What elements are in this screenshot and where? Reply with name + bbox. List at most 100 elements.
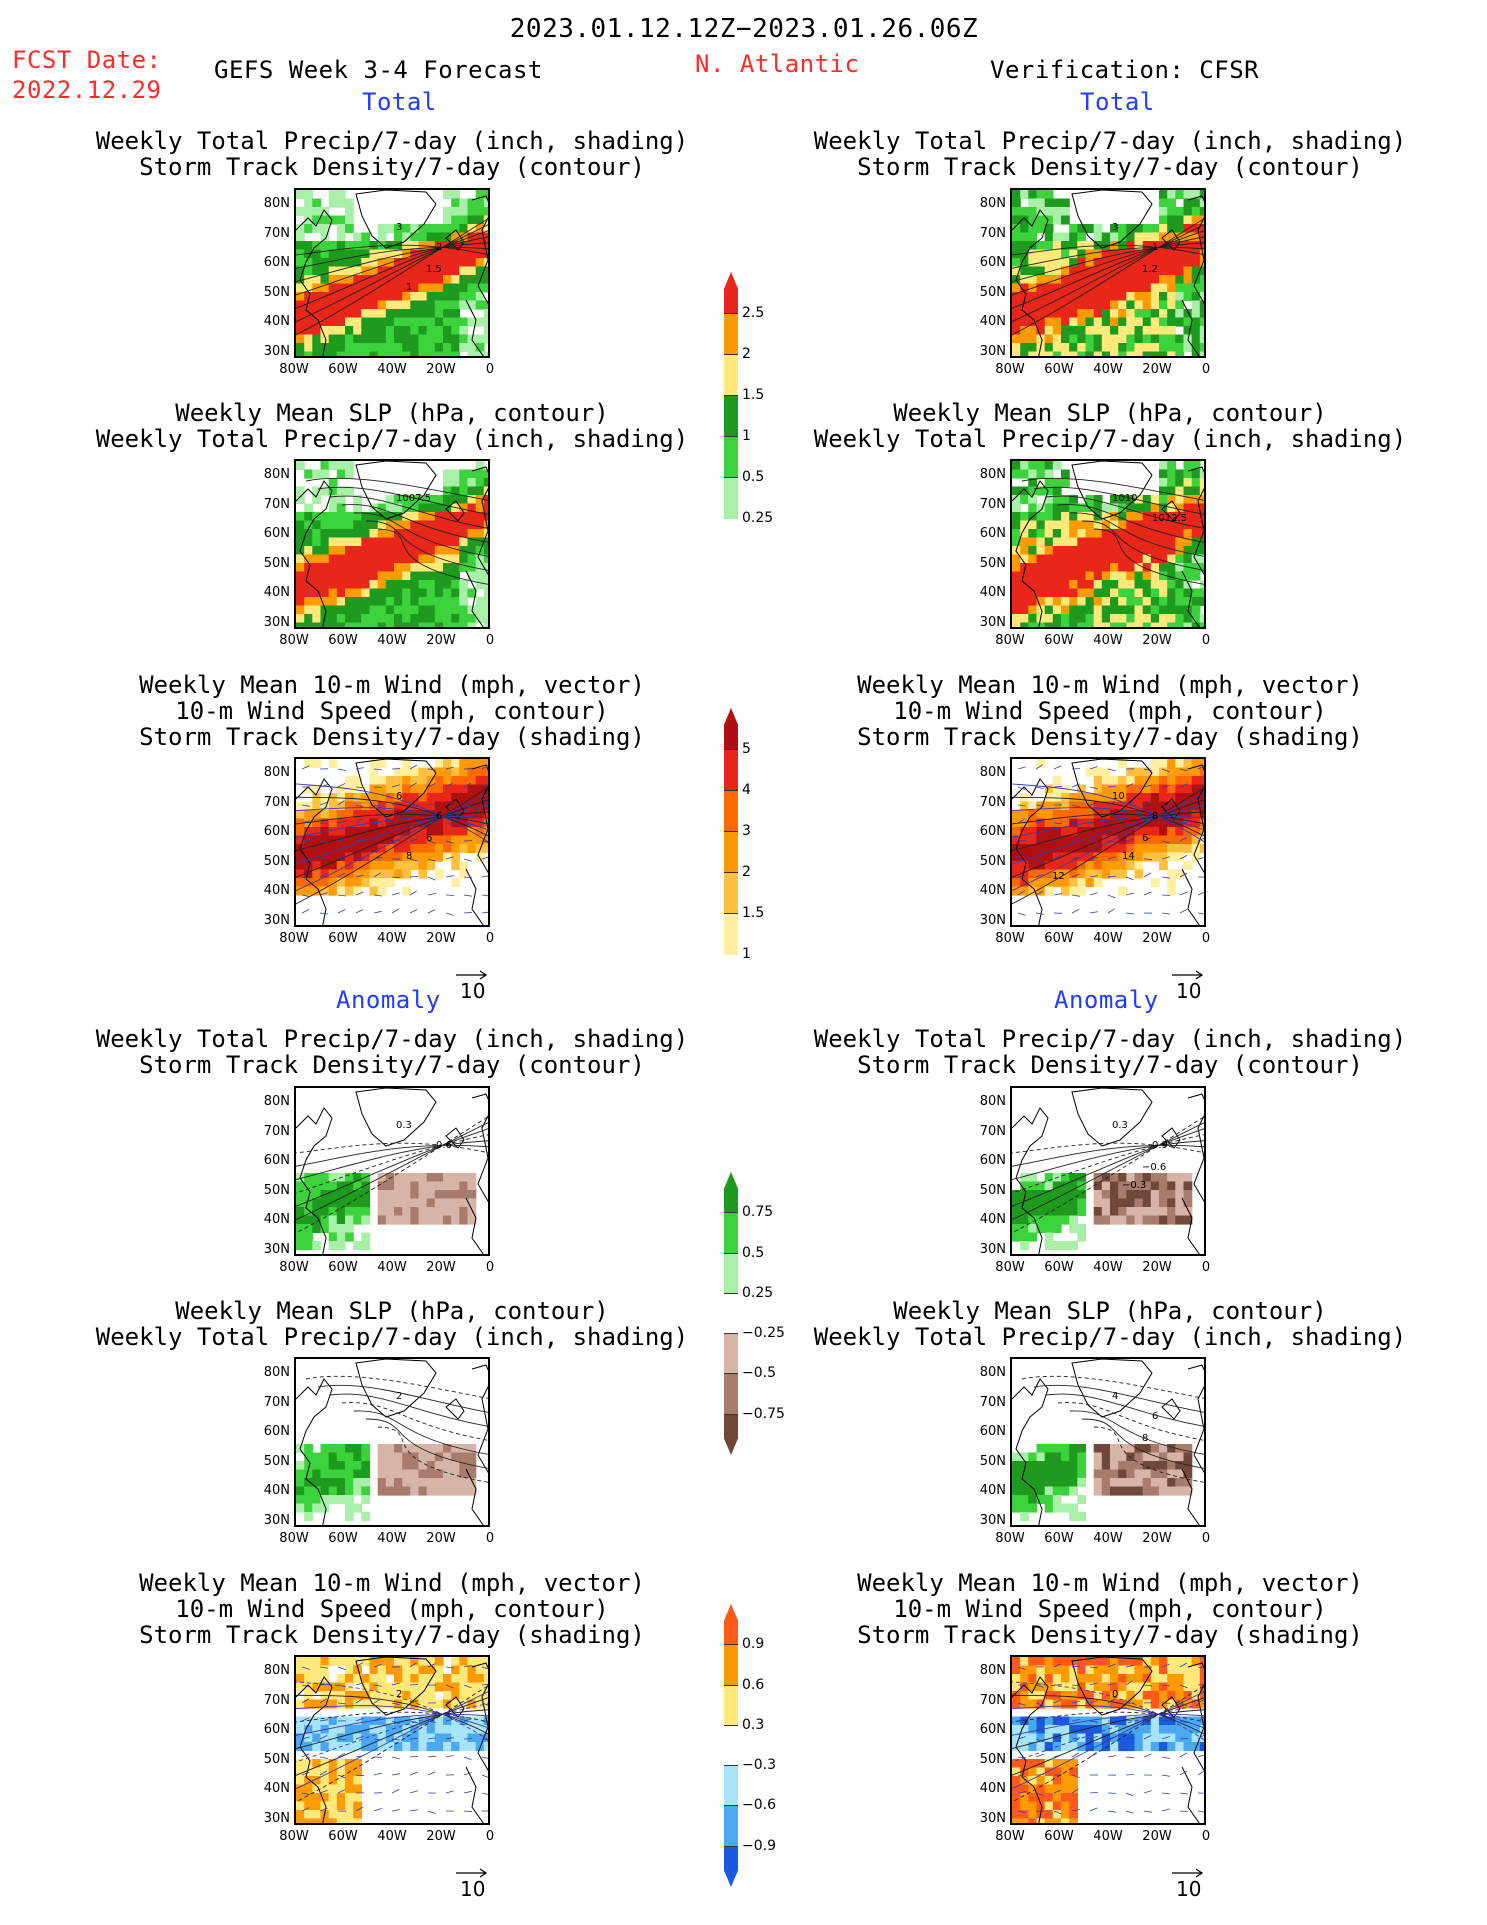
shade-cell: [475, 1674, 485, 1684]
shade-cell: [459, 776, 469, 786]
panel-title-left-4: Weekly Total Precip/7-day (inch, shading…: [95, 1025, 689, 1079]
shade-cell: [1110, 784, 1119, 794]
shade-cell: [1159, 266, 1168, 276]
shade-cell: [1167, 1207, 1176, 1217]
coastline: [296, 1107, 333, 1254]
shade-cell: [467, 1716, 477, 1726]
shade-cell: [369, 622, 379, 627]
contour-label: 1: [1152, 242, 1158, 253]
shade-cell: [377, 869, 387, 879]
shade-cell: [1069, 1173, 1078, 1183]
shade-cell: [296, 1224, 305, 1234]
colorbar-label: 0.5: [742, 469, 765, 485]
shade-cell: [1134, 1444, 1144, 1454]
shade-cell: [1183, 1665, 1193, 1675]
shade-cell: [418, 563, 428, 573]
shade-cell: [1142, 1469, 1152, 1479]
contour-line: [1012, 813, 1204, 825]
shade-cell: [369, 835, 379, 845]
shade-cell: [1183, 343, 1193, 353]
shade-cell: [353, 605, 362, 615]
shade-cell: [1118, 266, 1127, 276]
shade-cell: [1199, 266, 1204, 276]
shade-cell: [483, 283, 488, 293]
shade-cell: [1191, 1733, 1201, 1743]
shade-cell: [467, 571, 477, 581]
shade-cell: [1199, 1699, 1204, 1709]
shade-cell: [1044, 1215, 1054, 1225]
shade-cell: [434, 1733, 444, 1743]
shade-cell: [336, 1198, 346, 1208]
shade-cell: [1020, 878, 1029, 888]
shade-cell: [1142, 580, 1152, 590]
shade-cell: [402, 1181, 411, 1191]
shade-cell: [402, 563, 411, 573]
shade-cell: [1085, 1733, 1095, 1743]
shade-cell: [304, 1444, 313, 1454]
colorbar-swatch: [724, 831, 738, 873]
shade-cell: [1061, 1742, 1070, 1752]
shade-cell: [320, 563, 330, 573]
shade-cell: [1134, 827, 1144, 837]
shade-cell: [1110, 1682, 1119, 1692]
lat-tick-label: 60N: [979, 1424, 1006, 1439]
shade-cell: [1126, 292, 1136, 302]
shade-cell: [1069, 793, 1078, 803]
shade-cell: [361, 622, 371, 627]
shade-cell: [402, 232, 411, 242]
shade-cell: [1110, 1444, 1119, 1454]
wind-vector: [1017, 840, 1027, 842]
shade-cell: [1110, 580, 1119, 590]
shade-cell: [1069, 1207, 1078, 1217]
shade-cell: [1199, 351, 1204, 356]
shade-cell: [1142, 326, 1152, 336]
shade-cell: [410, 546, 420, 556]
wind-vector: [1035, 786, 1044, 789]
shade-cell: [1167, 503, 1176, 513]
shade-cell: [434, 529, 444, 539]
shade-cell: [434, 224, 444, 234]
shade-cell: [426, 1469, 436, 1479]
shade-cell: [451, 605, 460, 615]
shade-cell: [385, 334, 395, 344]
shade-cell: [369, 537, 379, 547]
shade-cell: [304, 469, 313, 479]
shade-cell: [296, 1665, 305, 1675]
shade-cell: [1020, 605, 1029, 615]
shade-cell: [336, 351, 346, 356]
lon-tick-label: 0: [1201, 1260, 1211, 1275]
shade-cell: [1061, 326, 1070, 336]
shade-cell: [385, 351, 395, 356]
shade-cell: [1012, 622, 1021, 627]
shade-cell: [1093, 275, 1103, 285]
shade-cell: [1167, 1691, 1176, 1701]
shade-cell: [1126, 1699, 1136, 1709]
shade-cell: [1069, 622, 1078, 627]
shade-cell: [296, 1818, 305, 1823]
shade-cell: [1061, 215, 1070, 225]
shade-cell: [1085, 597, 1095, 607]
shade-cell: [1110, 1486, 1119, 1496]
lat-tick-label: 30N: [979, 1810, 1006, 1826]
shade-cell: [1052, 1759, 1062, 1769]
shade-cell: [1028, 190, 1038, 200]
shade-cell: [1044, 1665, 1054, 1675]
shade-cell: [1069, 1801, 1078, 1811]
shade-cell: [1093, 1478, 1103, 1488]
shade-cell: [1044, 1767, 1054, 1777]
wind-vector: [409, 1662, 418, 1668]
shade-cell: [1175, 588, 1185, 598]
lat-tick-label: 40N: [263, 883, 290, 898]
shade-cell: [385, 292, 395, 302]
shade-cell: [304, 258, 313, 268]
shade-cell: [1175, 546, 1185, 556]
shade-cell: [1061, 1190, 1070, 1200]
shade-cell: [1093, 1725, 1103, 1735]
wind-vector: [445, 1790, 454, 1794]
shade-cell: [402, 759, 411, 769]
shade-cell: [1052, 1682, 1062, 1692]
shade-cell: [1077, 1181, 1087, 1191]
shade-cell: [1093, 495, 1103, 505]
shade-cell: [426, 1190, 436, 1200]
shade-cell: [402, 1207, 411, 1217]
